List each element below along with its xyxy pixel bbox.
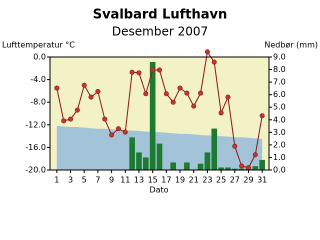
temperature-point [252, 152, 258, 158]
temperature-point [245, 165, 251, 171]
temperature-point [115, 126, 121, 132]
temperature-point [177, 85, 183, 91]
x-tick-label: 5 [82, 176, 87, 185]
x-tick-label: 19 [175, 176, 185, 185]
chart-subtitle: Desember 2007 [112, 25, 208, 39]
temperature-point [170, 99, 176, 105]
y-tick-label: -12.0 [25, 120, 46, 129]
precip-bar [197, 163, 204, 170]
x-tick-label: 31 [257, 176, 267, 185]
x-tick-label: 7 [95, 176, 100, 185]
plot-frame [49, 56, 270, 171]
x-tick-label: 9 [109, 176, 114, 185]
precip-bar [149, 62, 156, 171]
y2-tick-label: 0.0 [273, 166, 286, 175]
y-axis-label: Lufttemperatur °C [2, 41, 75, 50]
y-tick-label: -8.0 [30, 98, 46, 107]
temperature-point [136, 70, 142, 76]
temperature-point [211, 59, 217, 65]
y-tick-label: -4.0 [30, 75, 46, 84]
temperature-point [95, 88, 101, 94]
temperature-point [184, 90, 190, 96]
temperature-point [74, 107, 80, 113]
x-axis-label: Dato [149, 186, 168, 195]
x-tick-label: 29 [243, 176, 253, 185]
temperature-point [143, 91, 149, 97]
precip-bar [143, 157, 149, 170]
y2-tick-label: 8.0 [273, 65, 286, 74]
y-tick-label: 0.0 [33, 53, 46, 62]
x-tick-label: 27 [230, 176, 240, 185]
temperature-point [259, 113, 265, 119]
precip-bar [170, 162, 176, 170]
temperature-point [150, 67, 156, 73]
temperature-point [198, 90, 204, 96]
y2-tick-label: 1.0 [273, 153, 286, 162]
precip-bar [218, 167, 224, 170]
temperature-point [129, 69, 135, 75]
temperature-point [163, 91, 169, 97]
temperature-point [218, 110, 224, 116]
x-tick-label: 1 [54, 176, 59, 185]
temperature-point [109, 132, 115, 138]
precip-bar [184, 162, 190, 170]
temperature-point [232, 143, 238, 149]
x-tick-label: 15 [148, 176, 158, 185]
x-tick-label: 25 [216, 176, 226, 185]
temperature-point [204, 49, 210, 55]
y-tick-label: -20.0 [25, 166, 46, 175]
temperature-point [239, 163, 245, 169]
x-tick-label: 23 [202, 176, 212, 185]
temperature-point [54, 85, 60, 91]
temperature-point [81, 82, 87, 88]
chart: Svalbard Lufthavn Desember 2007 Lufttemp… [2, 8, 318, 195]
precip-bar [231, 168, 238, 170]
temperature-point [191, 103, 197, 109]
temperature-point [68, 116, 74, 122]
temperature-point [157, 67, 163, 73]
temperature-point [88, 94, 94, 100]
temperature-point [225, 94, 231, 100]
y2-tick-label: 6.0 [273, 90, 286, 99]
y2-tick-label: 9.0 [273, 53, 286, 62]
precip-bar [156, 143, 163, 170]
precip-bar [136, 152, 142, 170]
y2-tick-label: 3.0 [273, 128, 286, 137]
y-tick-label: -16.0 [25, 143, 46, 152]
x-tick-label: 11 [120, 176, 130, 185]
y2-tick-label: 4.0 [273, 115, 286, 124]
x-tick-label: 21 [189, 176, 199, 185]
x-tick-label: 13 [134, 176, 144, 185]
precip-bar [211, 128, 218, 170]
precip-bar [225, 167, 231, 170]
y2-tick-label: 7.0 [273, 78, 286, 87]
temperature-point [122, 129, 128, 135]
y2-tick-label: 5.0 [273, 103, 286, 112]
chart-title: Svalbard Lufthavn [93, 8, 228, 23]
precip-bar [238, 168, 245, 170]
precip-bar [259, 159, 265, 170]
x-tick-label: 3 [68, 176, 73, 185]
precip-bar [204, 152, 211, 170]
precip-bar [129, 137, 135, 170]
y2-axis-label: Nedbør (mm) [264, 41, 318, 50]
temperature-point [102, 116, 108, 122]
precip-bar [252, 166, 259, 170]
temperature-point [61, 118, 67, 124]
y2-tick-label: 2.0 [273, 140, 286, 149]
x-tick-label: 17 [161, 176, 171, 185]
